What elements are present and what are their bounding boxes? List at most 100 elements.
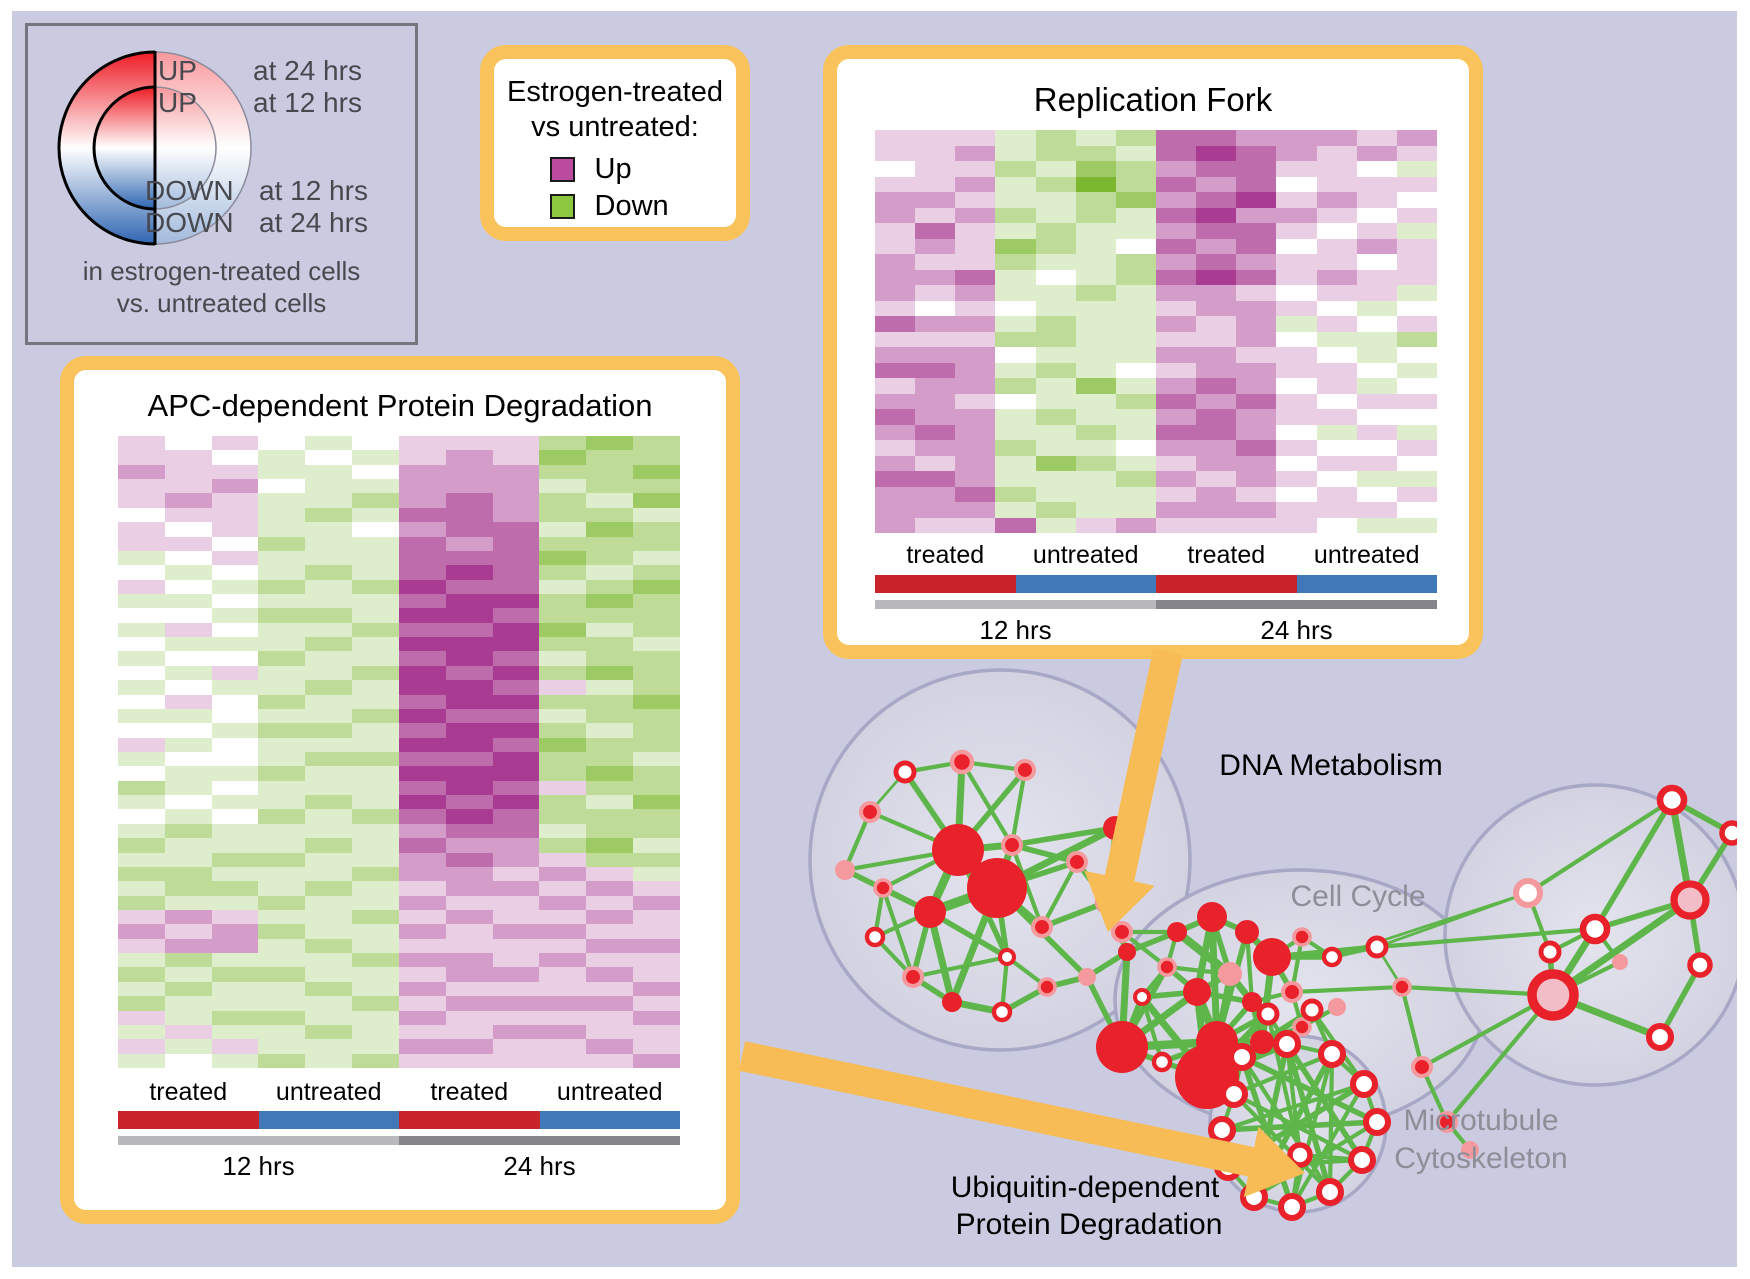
heatmap-cell: [1356, 486, 1397, 502]
heatmap-cell: [211, 436, 259, 451]
heatmap-cell: [915, 362, 956, 378]
heatmap-cell: [1115, 161, 1156, 177]
heatmap-cell: [995, 130, 1036, 146]
heatmap-cell: [398, 967, 446, 982]
heatmap-cell: [352, 737, 399, 752]
heatmap-cell: [586, 938, 634, 954]
heatmap-cell: [118, 579, 165, 594]
heatmap-cell: [258, 1010, 306, 1025]
heatmap-cell: [915, 207, 956, 223]
heatmap-cell: [258, 622, 306, 638]
heatmap-cell: [492, 1053, 540, 1068]
heatmap-cell: [492, 436, 540, 451]
heatmap-cell: [539, 1053, 587, 1068]
heatmap-cell: [1196, 440, 1237, 456]
heatmap-cell: [164, 436, 212, 451]
heatmap-cell: [539, 866, 587, 882]
heatmap-cell: [305, 938, 353, 954]
heatmap-cell: [1396, 486, 1437, 502]
treated-bar-segment: [1156, 575, 1297, 593]
heatmap-cell: [258, 536, 306, 551]
up-24-label: UP: [158, 55, 197, 86]
heatmap-cell: [118, 1039, 165, 1054]
heatmap-cell: [586, 665, 634, 681]
heatmap-cell: [258, 881, 306, 896]
heatmap-cell: [915, 486, 956, 502]
heatmap-cell: [995, 176, 1036, 192]
untreated-bar-segment: [1296, 575, 1437, 593]
heatmap-cell: [164, 967, 212, 982]
heatmap-cell: [915, 285, 956, 301]
heatmap-cell: [305, 809, 353, 824]
heatmap-cell: [1155, 238, 1197, 254]
heatmap-cell: [586, 852, 634, 867]
heatmap-cell: [1115, 254, 1156, 270]
heatmap-cell: [1115, 517, 1156, 533]
heatmap-cell: [539, 1024, 587, 1040]
heatmap-cell: [445, 450, 493, 465]
heatmap-cell: [445, 866, 493, 882]
heatmap-cell: [1155, 378, 1197, 394]
heatmap-cell: [258, 953, 306, 968]
heatmap-cell: [398, 651, 446, 666]
heatmap-cell: [1396, 176, 1437, 192]
heatmap-cell: [995, 362, 1036, 378]
heatmap-cell: [633, 996, 680, 1011]
heatmap-cell: [1396, 300, 1437, 316]
heatmap-cell: [352, 680, 399, 695]
heatmap-cell: [1035, 223, 1076, 239]
heatmap-cell: [539, 637, 587, 652]
concentric-gradient-icon: [57, 50, 252, 246]
heatmap-cell: [492, 780, 540, 796]
heatmap-cell: [1075, 486, 1116, 502]
heatmap-cell: [1035, 254, 1076, 270]
heatmap-cell: [875, 223, 916, 239]
heatmap-cell: [1155, 362, 1197, 378]
heatmap-cell: [875, 300, 916, 316]
untreated-bar-segment: [258, 1111, 399, 1129]
heatmap-cell: [1115, 176, 1156, 192]
heatmap-cell: [1075, 440, 1116, 456]
heatmap-cell: [915, 471, 956, 487]
heatmap-cell: [915, 502, 956, 518]
heatmap-cell: [539, 651, 587, 666]
apc-treatment-bar: [118, 1111, 680, 1129]
heatmap-cell: [875, 269, 916, 285]
heatmap-cell: [398, 953, 446, 968]
heatmap-cell: [164, 953, 212, 968]
heatmap-cell: [539, 565, 587, 580]
heatmap-cell: [1196, 502, 1237, 518]
heatmap-cell: [633, 953, 680, 968]
heatmap-cell: [1115, 192, 1156, 208]
heatmap-cell: [305, 665, 353, 681]
heatmap-cell: [492, 723, 540, 738]
heatmap-cell: [1075, 409, 1116, 425]
heatmap-cell: [586, 996, 634, 1011]
heatmap-cell: [633, 507, 680, 523]
heatmap-cell: [445, 1010, 493, 1025]
heatmap-cell: [633, 981, 680, 997]
heatmap-cell: [352, 809, 399, 824]
heatmap-cell: [1035, 393, 1076, 409]
heatmap-cell: [118, 708, 165, 724]
up-color-swatch: [549, 156, 575, 182]
heatmap-cell: [398, 536, 446, 551]
replication-fork-time-labels: 12 hrs 24 hrs: [875, 615, 1437, 645]
up-24-time: at 24 hrs: [253, 55, 362, 86]
heatmap-cell: [118, 909, 165, 925]
heatmap-cell: [445, 479, 493, 494]
legend-item-down: Down: [494, 190, 736, 223]
heatmap-cell: [1035, 502, 1076, 518]
heatmap-cell: [1276, 455, 1317, 471]
heatmap-cell: [118, 1024, 165, 1040]
heatmap-cell: [492, 737, 540, 752]
heatmap-cell: [1075, 316, 1116, 332]
heatmap-cell: [445, 809, 493, 824]
heatmap-cell: [1276, 207, 1317, 223]
heatmap-cell: [258, 852, 306, 867]
heatmap-cell: [164, 838, 212, 853]
heatmap-cell: [1396, 331, 1437, 347]
heatmap-cell: [118, 694, 165, 709]
heatmap-cell: [305, 493, 353, 508]
heatmap-cell: [539, 493, 587, 508]
